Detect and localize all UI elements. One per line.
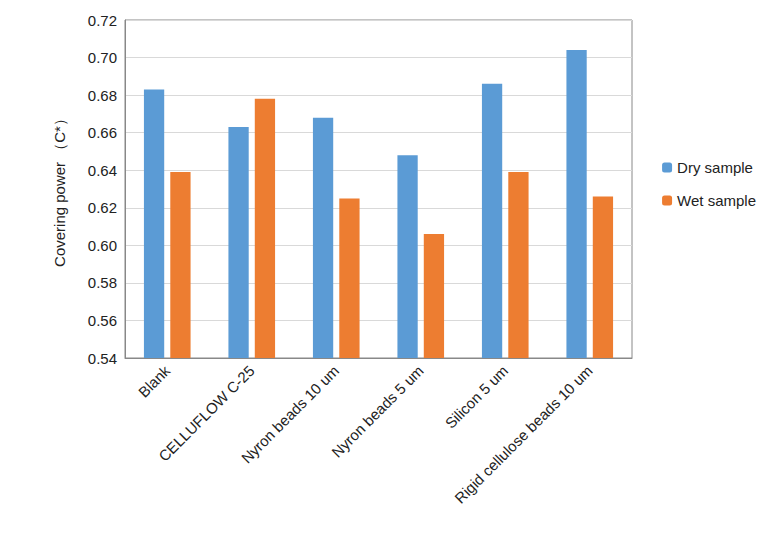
svg-text:Rigid cellulose beads 10 um: Rigid cellulose beads 10 um	[451, 362, 596, 507]
svg-text:0.60: 0.60	[88, 237, 117, 254]
svg-text:Silicon 5 um: Silicon 5 um	[442, 362, 512, 432]
svg-text:Blank: Blank	[135, 362, 174, 401]
svg-text:0.68: 0.68	[88, 87, 117, 104]
svg-text:0.70: 0.70	[88, 49, 117, 66]
svg-text:0.54: 0.54	[88, 350, 117, 367]
svg-text:Nyron beads 5 um: Nyron beads 5 um	[328, 362, 427, 461]
svg-text:0.64: 0.64	[88, 162, 117, 179]
svg-text:0.62: 0.62	[88, 199, 117, 216]
svg-text:0.66: 0.66	[88, 124, 117, 141]
svg-text:Covering power （C*）: Covering power （C*）	[51, 111, 68, 267]
svg-text:CELLUFLOW C-25: CELLUFLOW C-25	[155, 362, 258, 465]
svg-text:0.72: 0.72	[88, 12, 117, 29]
svg-text:0.58: 0.58	[88, 274, 117, 291]
svg-text:Nyron beads 10 um: Nyron beads 10 um	[238, 362, 342, 466]
svg-text:Dry sample: Dry sample	[677, 159, 753, 176]
svg-text:0.56: 0.56	[88, 312, 117, 329]
svg-text:Wet sample: Wet sample	[677, 192, 756, 209]
